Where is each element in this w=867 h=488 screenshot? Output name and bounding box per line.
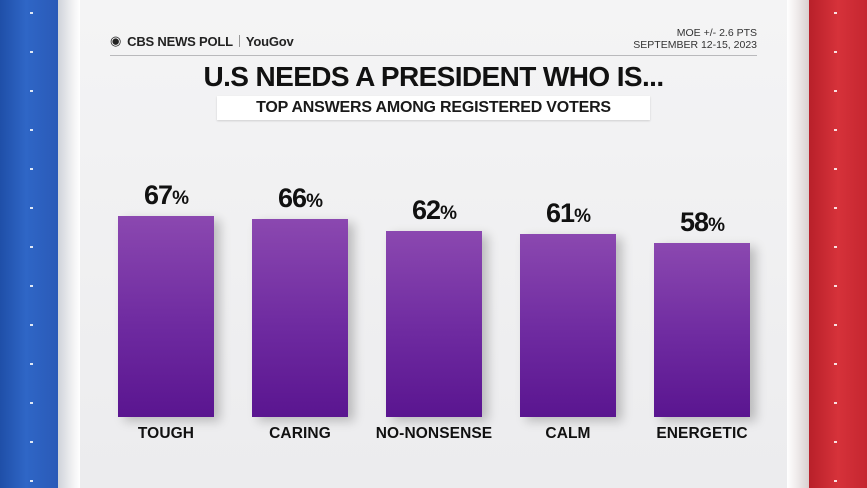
stripe-tick [30, 402, 33, 404]
bar-calm [520, 234, 616, 417]
right-red-stripe [809, 0, 867, 488]
left-stripe-edge [58, 0, 80, 488]
stripe-tick [30, 441, 33, 443]
category-label-tough: TOUGH [137, 425, 195, 442]
stripe-tick [30, 324, 33, 326]
stripe-tick [30, 51, 33, 53]
stripe-tick [30, 207, 33, 209]
stripe-tick [30, 246, 33, 248]
bar-no-nonsense [386, 231, 482, 417]
value-label-energetic: 58% [680, 207, 725, 237]
bar-tough [118, 216, 214, 417]
stripe-tick [834, 51, 837, 53]
stripe-tick [834, 285, 837, 287]
stripe-tick [834, 402, 837, 404]
poll-meta: MOE +/- 2.6 PTS SEPTEMBER 12-15, 2023 [633, 27, 757, 51]
stripe-tick [834, 12, 837, 14]
right-stripe-edge [787, 0, 809, 488]
category-label-no-nonsense: NO-NONSENSE [375, 425, 493, 442]
stripe-tick [834, 129, 837, 131]
value-label-caring: 66% [278, 183, 323, 213]
chart-subtitle: TOP ANSWERS AMONG REGISTERED VOTERS [217, 96, 650, 120]
stripe-tick [834, 480, 837, 482]
stripe-tick [30, 285, 33, 287]
margin-of-error: MOE +/- 2.6 PTS [676, 27, 757, 39]
stripe-tick [30, 129, 33, 131]
stripe-tick [834, 441, 837, 443]
stripe-tick [834, 363, 837, 365]
stripe-tick [834, 246, 837, 248]
stripe-tick [834, 168, 837, 170]
stripe-tick [30, 168, 33, 170]
brand-name: CBS NEWS POLL [127, 33, 233, 49]
stripe-tick [834, 90, 837, 92]
bar-energetic [654, 243, 750, 417]
poll-dates: SEPTEMBER 12-15, 2023 [633, 39, 757, 51]
value-label-calm: 61% [546, 198, 591, 228]
header-divider [110, 55, 757, 56]
category-label-caring: CARING [269, 425, 331, 442]
partner-name: YouGov [245, 33, 294, 49]
chart-title: U.S NEEDS A PRESIDENT WHO IS... [203, 61, 664, 92]
logo-separator [238, 35, 240, 47]
left-blue-stripe [0, 0, 58, 488]
stripe-tick [834, 324, 837, 326]
poll-logo: ◉ CBS NEWS POLL YouGov [110, 33, 294, 49]
stripe-tick [834, 207, 837, 209]
stripe-tick [30, 12, 33, 14]
value-label-no-nonsense: 62% [412, 195, 457, 225]
value-label-tough: 67% [144, 180, 189, 210]
category-label-calm: CALM [545, 425, 591, 442]
stripe-tick [30, 90, 33, 92]
cbs-eye-icon: ◉ [110, 33, 122, 48]
stripe-tick [30, 480, 33, 482]
category-label-energetic: ENERGETIC [656, 425, 748, 442]
bar-caring [252, 219, 348, 417]
stripe-tick [30, 363, 33, 365]
